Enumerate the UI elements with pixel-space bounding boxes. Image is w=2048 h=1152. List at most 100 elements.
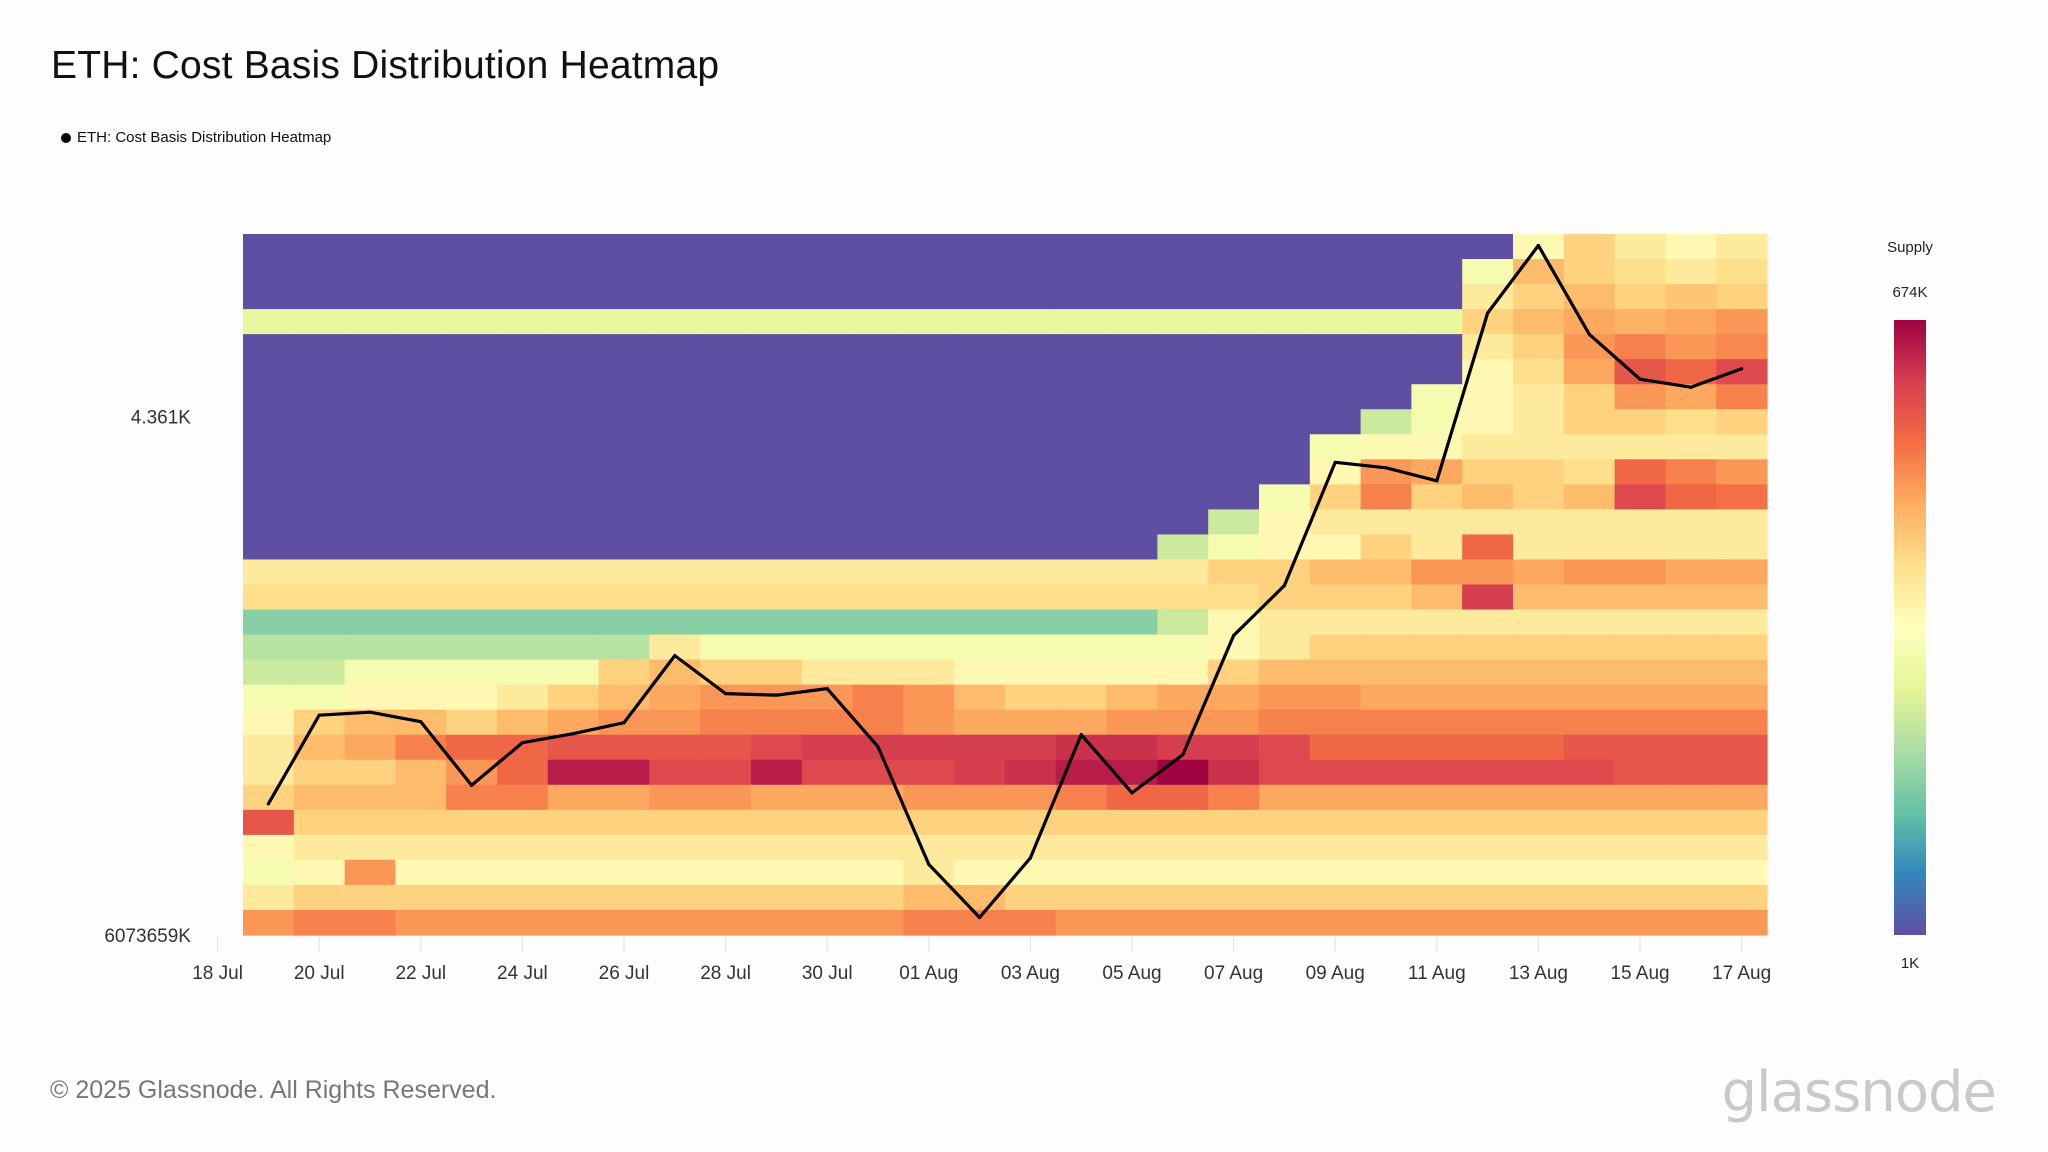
heatmap-cell <box>954 609 1006 636</box>
heatmap-cell <box>1614 759 1666 786</box>
heatmap-cell <box>293 484 346 510</box>
heatmap-cell <box>1716 784 1768 811</box>
heatmap-cell <box>1208 559 1260 586</box>
price-point <box>1079 733 1083 737</box>
heatmap-cell <box>344 459 396 485</box>
heatmap-cell <box>344 834 396 861</box>
heatmap-cell <box>1513 584 1565 611</box>
heatmap-cell <box>1157 609 1209 636</box>
heatmap-cell <box>1259 734 1311 761</box>
heatmap-cell <box>1259 659 1311 686</box>
heatmap-cell <box>1309 759 1362 786</box>
heatmap-cell <box>395 784 447 811</box>
heatmap-cell <box>1716 509 1768 536</box>
heatmap-cell <box>598 759 650 786</box>
heatmap-cell <box>954 834 1006 861</box>
heatmap-cell <box>243 884 295 911</box>
heatmap-cell <box>1513 359 1565 385</box>
heatmap-cell <box>1208 409 1260 435</box>
heatmap-cell <box>1309 709 1362 736</box>
heatmap-cell <box>1665 259 1717 285</box>
heatmap-cell <box>547 859 600 886</box>
heatmap-cell <box>1411 284 1463 310</box>
heatmap-cell <box>1513 784 1565 811</box>
heatmap-cell <box>1005 659 1057 686</box>
heatmap-cell <box>649 509 701 536</box>
heatmap-cell <box>497 634 549 661</box>
heatmap-cell <box>497 534 549 561</box>
heatmap-cell <box>446 809 498 836</box>
heatmap-cell <box>1259 859 1311 886</box>
heatmap-cell <box>801 909 854 936</box>
heatmap-cell <box>1614 484 1666 510</box>
heatmap-cell <box>395 659 447 686</box>
heatmap-cell <box>243 384 295 410</box>
heatmap-cell <box>293 659 346 686</box>
heatmap-cell <box>1513 734 1565 761</box>
heatmap-cell <box>1411 484 1463 510</box>
heatmap-cell <box>446 509 498 536</box>
heatmap-cell <box>1614 234 1666 260</box>
heatmap-cell <box>598 859 650 886</box>
heatmap-cell <box>903 409 955 435</box>
heatmap-cell <box>1462 259 1514 285</box>
heatmap-cell <box>598 259 650 285</box>
heatmap-cell <box>852 509 904 536</box>
heatmap-cell <box>1411 734 1463 761</box>
heatmap-cell <box>1157 334 1209 360</box>
heatmap-cell <box>1614 284 1666 310</box>
heatmap-cell <box>1157 384 1209 410</box>
heatmap-cell <box>243 309 295 335</box>
heatmap-cell <box>751 859 803 886</box>
heatmap-cell <box>1614 559 1666 586</box>
heatmap-cell <box>1309 284 1362 310</box>
heatmap-cell <box>1614 534 1666 561</box>
heatmap-cell <box>1665 609 1717 636</box>
heatmap-cell <box>1462 409 1514 435</box>
heatmap-cell <box>801 359 854 385</box>
heatmap-cell <box>801 434 854 460</box>
page-title: ETH: Cost Basis Distribution Heatmap <box>51 44 720 87</box>
x-tick-label: 17 Aug <box>1712 963 1771 984</box>
heatmap-cell <box>649 234 701 260</box>
heatmap-cell <box>293 559 346 586</box>
heatmap-cell <box>903 334 955 360</box>
heatmap-cell <box>1360 834 1412 861</box>
heatmap-cell <box>1716 534 1768 561</box>
heatmap-cell <box>446 334 498 360</box>
heatmap-cell <box>1513 859 1565 886</box>
heatmap-cell <box>1716 384 1768 410</box>
x-tick-label: 03 Aug <box>1001 963 1060 984</box>
heatmap-cell <box>1360 734 1412 761</box>
heatmap-cell <box>1106 509 1158 536</box>
heatmap-cell <box>751 259 803 285</box>
heatmap-cell <box>1462 659 1514 686</box>
heatmap-cell <box>1259 434 1311 460</box>
heatmap-cell <box>649 309 701 335</box>
heatmap-cell <box>1055 409 1108 435</box>
price-line-path <box>267 243 1743 920</box>
heatmap-cell <box>1005 584 1057 611</box>
heatmap-cell <box>852 434 904 460</box>
heatmap-cell <box>1055 884 1108 911</box>
heatmap-cell <box>1360 309 1412 335</box>
heatmap-cell <box>801 759 854 786</box>
heatmap-cell <box>1157 359 1209 385</box>
heatmap-cell <box>1106 359 1158 385</box>
legend[interactable]: ETH: Cost Basis Distribution Heatmap <box>61 129 331 146</box>
heatmap-cell <box>801 484 854 510</box>
heatmap-cell <box>1157 534 1209 561</box>
heatmap-cell <box>598 884 650 911</box>
heatmap-cell <box>598 834 650 861</box>
heatmap-cell <box>598 784 650 811</box>
heatmap-cell <box>1259 234 1311 260</box>
heatmap-cell <box>395 834 447 861</box>
heatmap-cell <box>344 559 396 586</box>
heatmap-cell <box>1259 584 1311 611</box>
heatmap-cell <box>1360 509 1412 536</box>
heatmap-cell <box>243 459 295 485</box>
heatmap-cell <box>1208 659 1260 686</box>
heatmap-cell <box>395 759 447 786</box>
heatmap-cell <box>1309 859 1362 886</box>
heatmap-cell <box>446 434 498 460</box>
